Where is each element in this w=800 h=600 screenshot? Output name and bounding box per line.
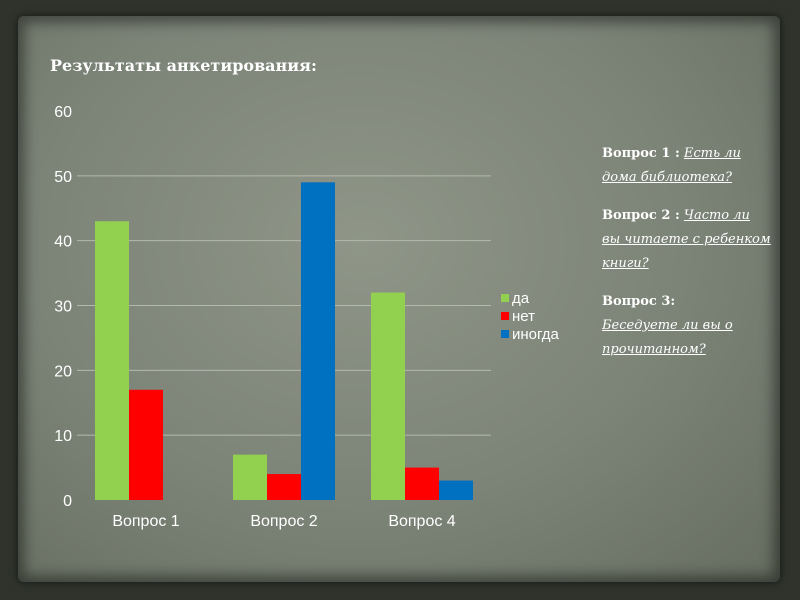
legend-label-да: да — [512, 290, 530, 307]
y-tick-label: 50 — [54, 169, 72, 186]
questions-panel: Вопрос 1 : Есть ли дома библиотека? Вопр… — [602, 142, 772, 376]
question-1: Вопрос 1 : Есть ли дома библиотека? — [602, 142, 772, 190]
x-axis-ticks: Вопрос 1 Вопрос 2 Вопрос 4 — [112, 513, 455, 530]
gridlines — [77, 175, 491, 436]
y-tick-label: 30 — [54, 299, 72, 316]
y-tick-label: 10 — [54, 428, 72, 445]
legend-label-нет: нет — [512, 308, 535, 325]
question-3: Вопрос 3: Беседуете ли вы о прочитанном? — [602, 290, 772, 362]
x-tick-label: Вопрос 2 — [250, 513, 317, 530]
bars — [95, 182, 473, 501]
y-axis-ticks: 0 10 20 30 40 50 60 — [54, 104, 72, 510]
bar-да-3 — [371, 292, 405, 500]
legend-swatch-да — [501, 294, 509, 302]
bar-нет-2 — [267, 474, 301, 500]
question-2-text: Часто ли вы читаете с ребенком книги? — [602, 208, 771, 271]
y-tick-label: 40 — [54, 234, 72, 251]
bar-иногда-2 — [301, 182, 335, 501]
bar-нет-1 — [129, 389, 163, 500]
bar-да-2 — [233, 454, 267, 500]
question-2: Вопрос 2 : Часто ли вы читаете с ребенко… — [602, 204, 772, 276]
bar-нет-3 — [405, 467, 439, 500]
question-1-text: Есть ли дома библиотека? — [602, 146, 741, 185]
y-tick-label: 20 — [54, 363, 72, 380]
y-tick-label: 0 — [63, 493, 72, 510]
x-tick-label: Вопрос 4 — [388, 513, 455, 530]
bar-иногда-3 — [439, 480, 473, 500]
question-1-label: Вопрос 1 : — [602, 146, 680, 161]
legend-swatch-иногда — [501, 330, 509, 338]
legend-swatch-нет — [501, 312, 509, 320]
question-3-label: Вопрос 3: — [602, 294, 676, 309]
slide-title: Результаты анкетирования: — [50, 56, 317, 75]
y-tick-label: 60 — [54, 104, 72, 121]
legend-label-иногда: иногда — [512, 326, 560, 343]
question-2-label: Вопрос 2 : — [602, 208, 680, 223]
bar-да-1 — [95, 221, 129, 500]
question-3-text: Беседуете ли вы о прочитанном? — [602, 318, 733, 357]
x-tick-label: Вопрос 1 — [112, 513, 179, 530]
